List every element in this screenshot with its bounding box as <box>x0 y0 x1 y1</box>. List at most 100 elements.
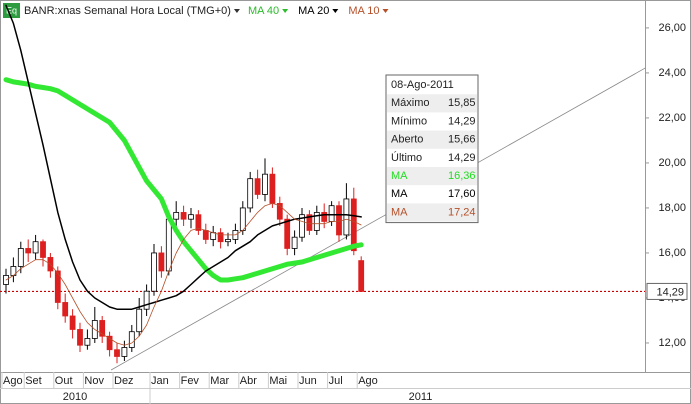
candle-body <box>313 212 320 231</box>
candle-body <box>143 290 150 310</box>
candle-body <box>69 315 76 330</box>
candle-body <box>99 320 106 337</box>
candle-body <box>40 241 46 258</box>
candle-body <box>195 214 202 231</box>
candle-body <box>128 331 135 348</box>
tooltip-label: Mínimo <box>391 115 427 127</box>
y-tick-label: 16,00 <box>658 247 686 259</box>
candle-body <box>299 214 305 238</box>
candle-body <box>343 198 350 236</box>
candle-body <box>54 270 61 303</box>
candle-body <box>350 198 357 252</box>
x-tick-label: Dez <box>114 375 134 387</box>
tooltip-label: Último <box>391 151 422 164</box>
candle-body <box>106 335 113 351</box>
candle-body <box>188 214 194 220</box>
x-tick-label: Ago <box>358 375 378 387</box>
dropdown-arrow <box>382 9 389 13</box>
tooltip-date: 08-Ago-2011 <box>391 79 454 91</box>
x-tick-label: Jul <box>329 375 343 387</box>
candle-body <box>284 218 291 249</box>
y-tick-label: 26,00 <box>658 22 686 34</box>
y-tick-label: 22,00 <box>658 112 686 124</box>
dropdown-arrow <box>332 9 339 13</box>
candle-body <box>358 260 365 292</box>
candle-body <box>269 173 276 204</box>
x-tick-label: Nov <box>84 375 104 387</box>
tooltip-label: MA <box>391 188 408 200</box>
candle-body <box>165 218 172 272</box>
legend-entry[interactable]: MA 20 <box>298 5 329 17</box>
x-tick-label: Fev <box>181 375 200 387</box>
candle-body <box>17 248 24 267</box>
candle-body <box>136 308 143 333</box>
trendline <box>110 67 646 371</box>
tooltip-value: 14,29 <box>448 115 476 127</box>
tooltip-row <box>387 203 477 222</box>
candle-body <box>328 205 335 222</box>
tooltip-label: MA <box>391 206 408 218</box>
candle-body <box>210 232 217 240</box>
candle-body <box>262 173 268 195</box>
legend-entry[interactable]: MA 40 <box>248 5 279 17</box>
x-tick-label: Abr <box>240 375 257 387</box>
last-price-box <box>646 282 688 300</box>
ma-line <box>3 77 364 283</box>
candle-body <box>276 203 283 220</box>
year-label: 2010 <box>63 391 87 403</box>
candle-body <box>321 212 328 222</box>
tooltip-value: 15,66 <box>448 134 476 146</box>
last-price-label: 14,29 <box>656 286 684 298</box>
icon-label: Eq <box>6 5 17 15</box>
header: Eq BANR:xnas Semanal Hora Local (TMG+0) <box>3 3 231 18</box>
candle-body <box>180 212 187 220</box>
candle-body <box>336 205 342 236</box>
legend-entry[interactable]: MA 10 <box>348 5 379 17</box>
tooltip-row <box>387 167 477 186</box>
year-label: 2011 <box>409 391 433 403</box>
tooltip-value: 17,60 <box>448 188 476 200</box>
x-tick-label: Mai <box>269 375 287 387</box>
y-tick-label: 18,00 <box>658 202 686 214</box>
candle-body <box>225 239 231 243</box>
tooltip-row <box>387 130 477 149</box>
tooltip-value: 15,85 <box>448 97 476 109</box>
tooltip-label: Aberto <box>391 134 423 146</box>
tooltip-row <box>387 94 477 113</box>
candle-body <box>247 178 254 209</box>
x-tick-label: Out <box>55 375 73 387</box>
ma-line <box>5 202 362 346</box>
candle-body <box>25 248 32 254</box>
tooltip-value: 16,36 <box>448 170 476 182</box>
candle-body <box>77 329 83 346</box>
candle-body <box>62 302 69 317</box>
candle-body <box>173 212 180 220</box>
dropdown-arrow <box>282 9 289 13</box>
chart-title[interactable]: BANR:xnas Semanal Hora Local (TMG+0) <box>24 5 231 17</box>
ma-line <box>5 4 362 310</box>
x-tick-label: Ago <box>3 375 23 387</box>
y-tick-label: 12,00 <box>658 337 686 349</box>
dropdown-arrow <box>233 9 240 13</box>
candle-body <box>291 236 298 249</box>
candle-body <box>254 178 261 195</box>
x-tick-label: Mar <box>210 375 229 387</box>
y-tick-label: 24,00 <box>658 67 686 79</box>
x-tick-label: Jan <box>151 375 169 387</box>
y-tick-label: 20,00 <box>658 157 686 169</box>
candle-body <box>239 207 246 231</box>
tooltip-label: Máximo <box>391 97 430 109</box>
tooltip-value: 17,24 <box>448 206 476 218</box>
candle-body <box>121 347 128 357</box>
candle-body <box>151 252 157 292</box>
x-tick-label: Jun <box>299 375 317 387</box>
tooltip-label: MA <box>391 170 408 182</box>
tooltip-value: 14,29 <box>448 152 476 164</box>
candle-body <box>202 230 209 240</box>
candle-body <box>217 232 224 243</box>
tooltip: 08-Ago-2011 Máximo 15,85 Mínimo 14,29 Aberto 1… <box>385 74 479 224</box>
candle-body <box>158 252 165 272</box>
candle-body <box>84 338 91 346</box>
candle-body <box>114 349 120 357</box>
